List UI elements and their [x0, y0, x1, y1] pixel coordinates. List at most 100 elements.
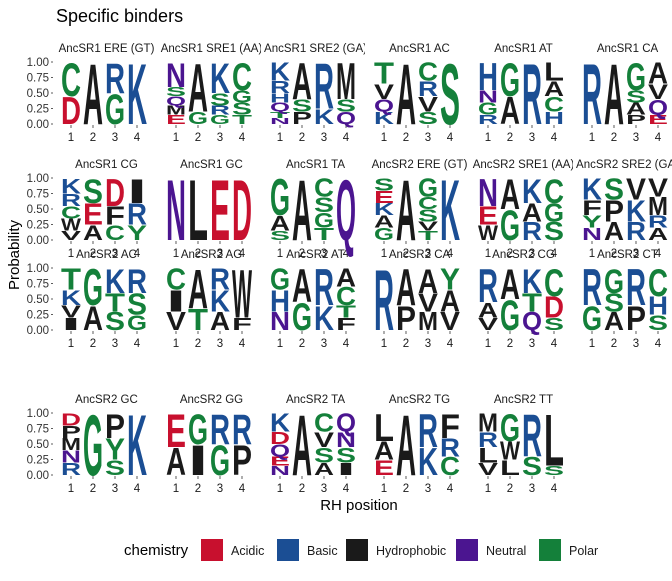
logo-letter: Y [582, 213, 602, 232]
logo-letter: R [478, 112, 499, 127]
logo-letter: V [61, 303, 82, 322]
x-tick-label: 3 [321, 132, 327, 144]
logo-letter: K [418, 442, 438, 485]
x-tick-label: 4 [655, 132, 662, 144]
logo-letter: S [544, 315, 564, 334]
logo-letter: A [166, 442, 186, 485]
x-tick-label: 1 [68, 248, 74, 260]
y-tick-label: 1.00 [27, 263, 49, 275]
logo-letter: C [105, 222, 125, 245]
facet-title: AncSR2 GG [180, 394, 243, 406]
legend-title: chemistry [124, 542, 189, 559]
logo-letter: I [166, 284, 186, 318]
logo-letter: N [166, 56, 186, 95]
logo-letter: D [232, 162, 252, 259]
facet-title: AncSR1 GC [180, 159, 243, 171]
logo-letter: A [440, 285, 460, 318]
facet-title: AncSR2 AC [76, 249, 137, 261]
x-tick-label: 4 [551, 483, 558, 495]
x-tick-label: 3 [112, 248, 118, 260]
x-tick-label: 1 [485, 248, 491, 260]
logo-letter: S [270, 228, 290, 243]
x-tick-label: 1 [381, 483, 387, 495]
logo-letter: K [61, 287, 81, 310]
facet-title: AncSR2 AT [286, 249, 345, 261]
logo-letter: G [210, 113, 230, 127]
logo-letter: A [478, 299, 498, 322]
logo-letter: S [440, 47, 460, 143]
logo-letter: K [582, 174, 602, 207]
x-tick-label: 4 [551, 248, 558, 260]
x-tick-label: 4 [655, 338, 662, 350]
logo-letter: R [418, 78, 438, 101]
x-tick-label: 2 [195, 338, 201, 350]
x-tick-label: 3 [425, 338, 431, 350]
logo-letter: F [232, 314, 252, 334]
y-tick-label: 1.00 [27, 173, 49, 185]
x-tick-label: 2 [299, 483, 305, 495]
logo-letter: M [648, 192, 668, 221]
logo-letter: T [270, 110, 291, 120]
x-tick-label: 4 [134, 338, 141, 350]
logo-letter: K [210, 285, 230, 318]
logo-letter: A [396, 46, 416, 143]
logo-letter: P [61, 423, 81, 442]
x-tick-label: 4 [551, 338, 558, 350]
logo-letter: G [127, 312, 147, 336]
logo-letter: T [232, 113, 252, 128]
legend-swatch [277, 539, 299, 561]
facet-title: AncSR2 CA [389, 249, 451, 261]
logo-letter: G [626, 55, 646, 99]
logo-letter: A [188, 50, 208, 127]
logo-letter: E [374, 188, 394, 207]
logo-letter: V [648, 79, 669, 104]
x-tick-label: 2 [403, 132, 409, 144]
logo-letter: A [396, 258, 416, 317]
logo-letter: P [626, 299, 646, 337]
y-tick-label: 0.75 [27, 73, 49, 85]
logo-letter: A [396, 162, 416, 259]
x-tick-label: 1 [589, 132, 595, 144]
x-tick-label: 3 [529, 483, 535, 495]
logo-letter: C [418, 193, 438, 212]
logo-letter: G [232, 87, 252, 107]
x-tick-label: 1 [277, 483, 283, 495]
logo-letter: T [314, 224, 334, 244]
facet-title: AncSR2 SRE1 (AA) [473, 159, 575, 171]
logo-letter: S [604, 288, 624, 317]
legend-label: Neutral [486, 544, 526, 558]
logo-letter: P [105, 407, 125, 445]
logo-letter: E [374, 455, 394, 480]
logo-letter: R [522, 46, 542, 143]
logo-letter: A [83, 46, 103, 143]
logo-letter: M [418, 307, 438, 336]
y-tick-label: 0.50 [27, 294, 49, 306]
logo-letter: R [105, 54, 125, 103]
x-tick-label: 1 [485, 338, 491, 350]
logo-letter: E [210, 163, 230, 259]
logo-letter: S [314, 192, 334, 217]
logo-letter: S [232, 100, 252, 119]
x-tick-label: 3 [217, 483, 223, 495]
logo-letter: G [500, 291, 520, 340]
logo-letter: Q [336, 163, 356, 259]
logo-letter: A [500, 91, 520, 134]
logo-letter: A [500, 260, 520, 309]
logo-letter: V [478, 460, 499, 479]
logo-letter: C [544, 172, 564, 211]
logo-letter: W [500, 438, 521, 466]
logo-letter: E [270, 454, 290, 469]
logo-letter: A [292, 52, 312, 111]
facet-title: AncSR1 CA [597, 43, 659, 55]
facet-panel: AncSR1 ERE (GT) 1.00 0.75 0.50 0.25 0.00 1 2 3 4 D… [27, 43, 155, 144]
x-tick-label: 3 [633, 132, 639, 144]
logo-letter: K [626, 195, 646, 228]
logo-letter: L [478, 443, 498, 467]
logo-letter: T [418, 229, 438, 244]
logo-letter: E [166, 405, 186, 458]
